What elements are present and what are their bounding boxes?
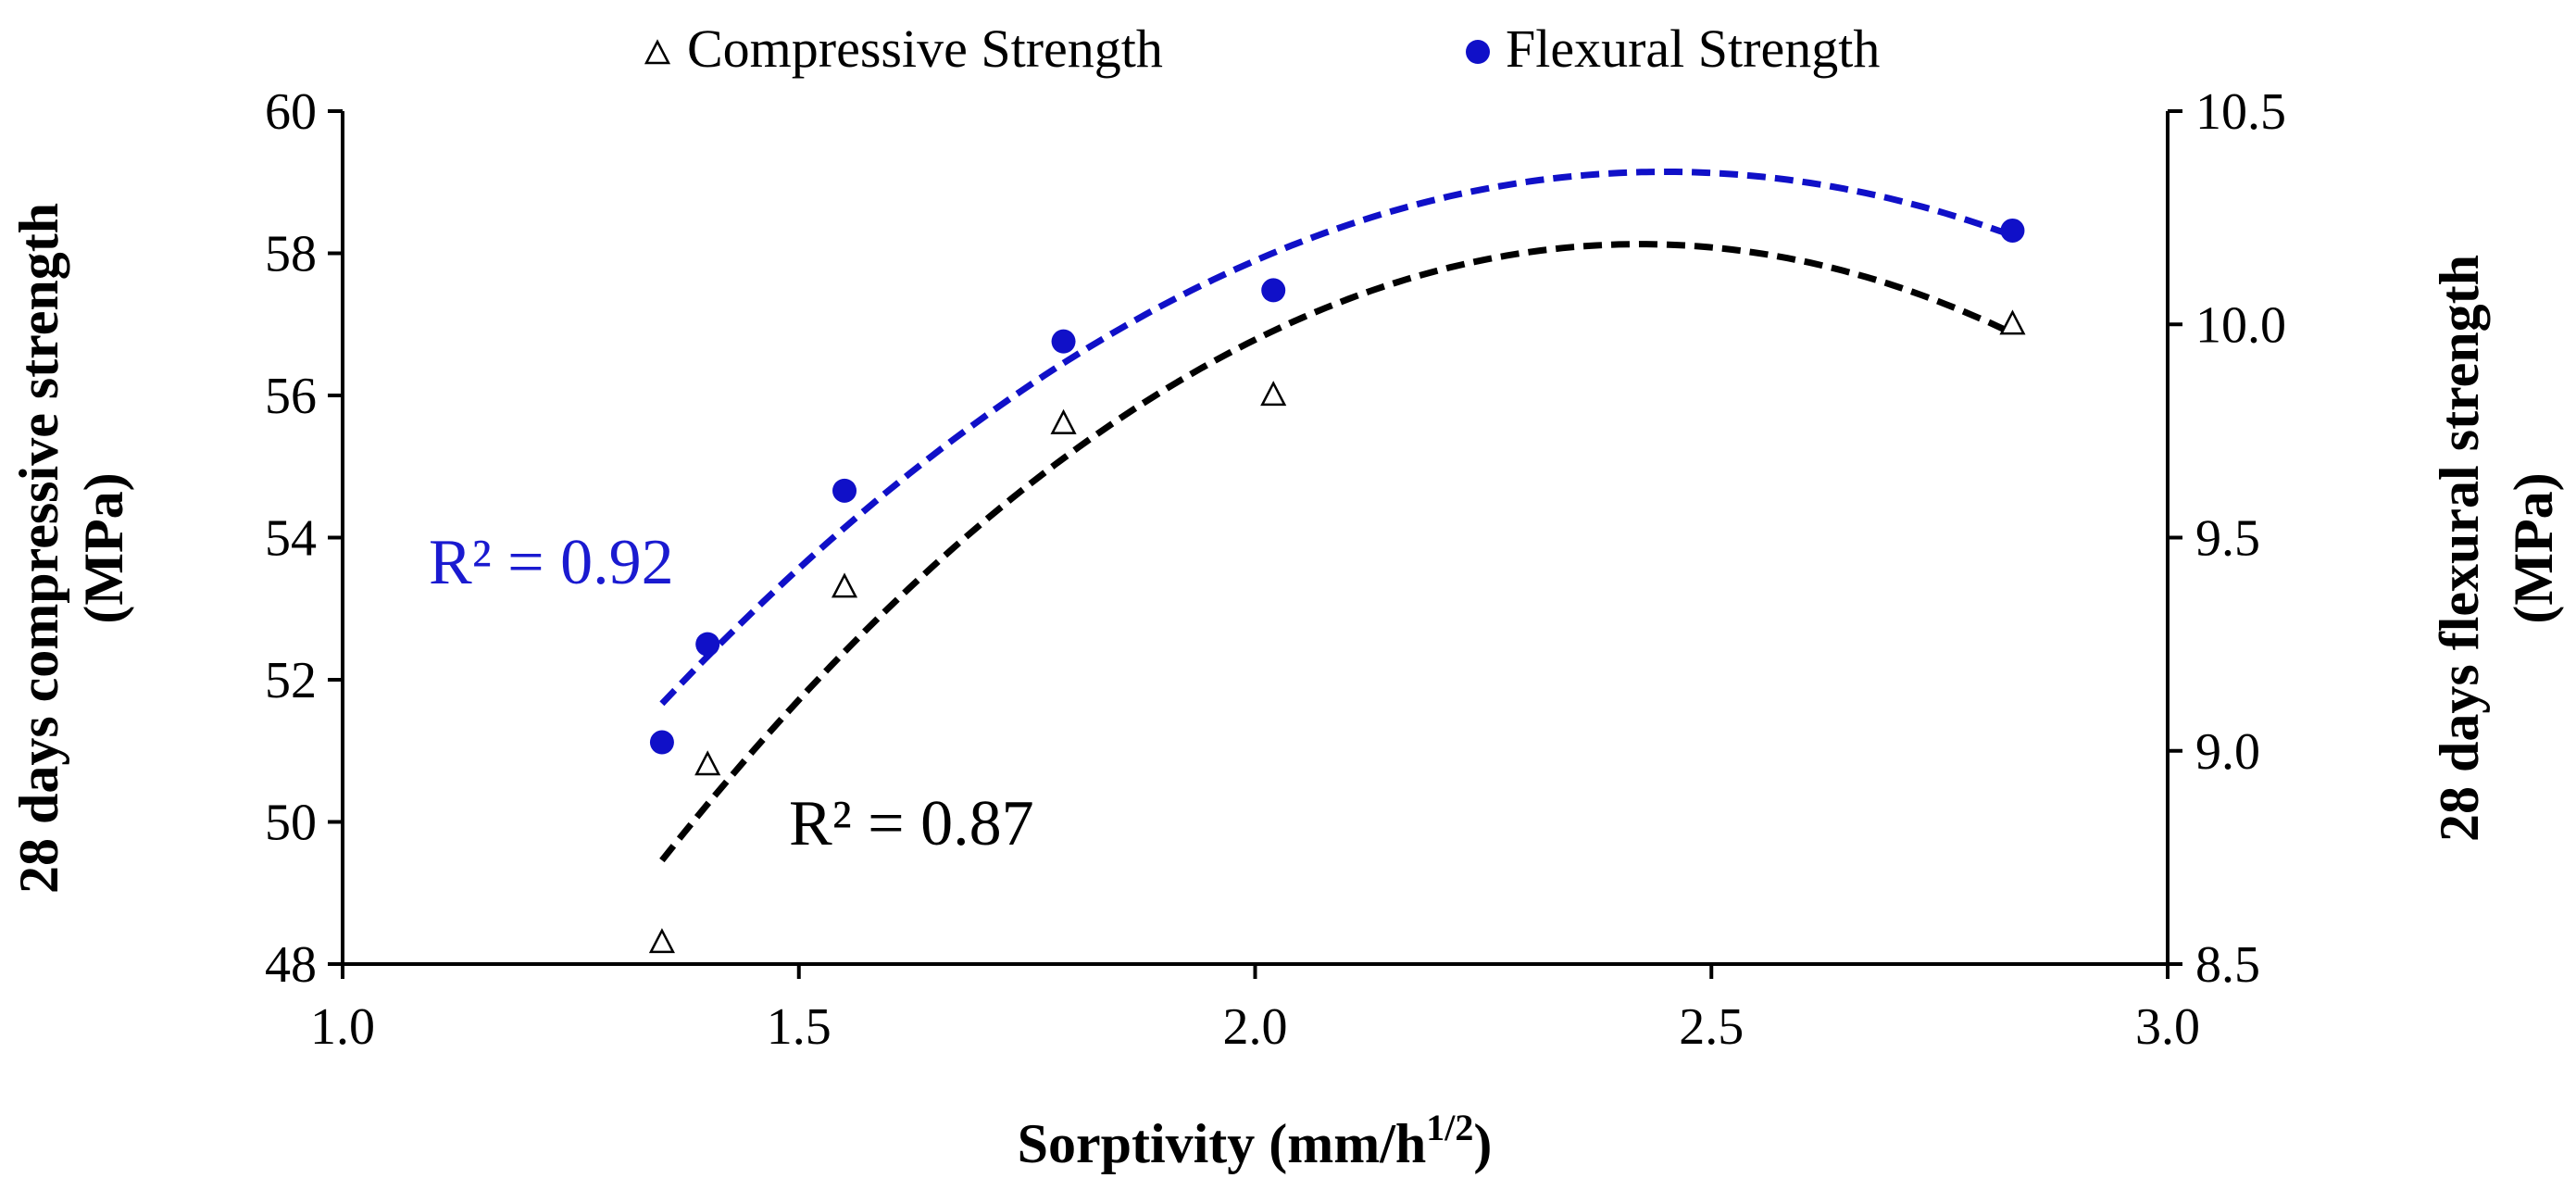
compressive-point bbox=[1260, 381, 1287, 407]
x-axis-title: Sorptivity (mm/h1/2) bbox=[1018, 1107, 1493, 1174]
y-left-tick-label: 60 bbox=[265, 83, 317, 141]
y-left-tick-label: 54 bbox=[265, 510, 317, 568]
y-right-tick-label: 8.5 bbox=[2195, 936, 2260, 994]
y-right-axis-title: 28 days flexural strength (MPa) bbox=[2429, 255, 2564, 842]
flexural-point bbox=[649, 730, 674, 755]
legend: Compressive Strength Flexural Strength bbox=[644, 19, 1880, 79]
y-left-tick-label: 58 bbox=[265, 226, 317, 283]
flexural-point bbox=[832, 478, 857, 503]
flexural-point bbox=[695, 632, 720, 657]
y-left-axis-title: 28 days compressive strength (MPa) bbox=[8, 203, 134, 894]
y-right-tick-label: 9.5 bbox=[2195, 510, 2260, 568]
legend-triangle-marker bbox=[644, 39, 671, 65]
flexural-point bbox=[2000, 218, 2025, 243]
y-right-title-line1: 28 days flexural strength bbox=[2429, 255, 2490, 842]
y-left-ticks: 48 50 52 54 56 58 60 bbox=[265, 83, 343, 994]
x-axis-title-main: Sorptivity (mm/h bbox=[1018, 1113, 1427, 1174]
legend-label-compressive: Compressive Strength bbox=[687, 19, 1163, 79]
compressive-point bbox=[1050, 408, 1077, 434]
trendline-flexural bbox=[659, 169, 2014, 707]
x-axis-title-end: ) bbox=[1473, 1113, 1492, 1174]
y-right-tick-label: 10.0 bbox=[2195, 296, 2286, 354]
x-axis-title-sup: 1/2 bbox=[1426, 1107, 1473, 1148]
y-left-tick-label: 48 bbox=[265, 936, 317, 994]
y-left-tick-label: 56 bbox=[265, 368, 317, 425]
x-tick-label: 1.0 bbox=[310, 998, 375, 1056]
legend-circle-marker bbox=[1466, 40, 1490, 64]
y-right-tick-label: 10.5 bbox=[2195, 83, 2286, 141]
x-ticks: 1.0 1.5 2.0 2.5 3.0 bbox=[310, 964, 2200, 1056]
r2-label-compressive: R² = 0.87 bbox=[789, 788, 1034, 859]
compressive-point bbox=[831, 572, 858, 598]
y-left-title-line1: 28 days compressive strength bbox=[8, 203, 69, 894]
compressive-point bbox=[648, 928, 675, 954]
y-right-tick-label: 9.0 bbox=[2195, 723, 2260, 781]
y-left-tick-label: 52 bbox=[265, 652, 317, 709]
x-tick-label: 3.0 bbox=[2135, 998, 2200, 1056]
y-right-ticks: 8.5 9.0 9.5 10.0 10.5 bbox=[2168, 83, 2286, 994]
x-tick-label: 2.0 bbox=[1223, 998, 1288, 1056]
r2-label-flexural: R² = 0.92 bbox=[429, 527, 674, 598]
flexural-point bbox=[1261, 278, 1286, 303]
x-tick-label: 1.5 bbox=[767, 998, 832, 1056]
compressive-point bbox=[694, 750, 721, 776]
data-markers bbox=[648, 218, 2026, 954]
compressive-point bbox=[1999, 309, 2026, 335]
x-tick-label: 2.5 bbox=[1679, 998, 1744, 1056]
trendlines bbox=[659, 169, 2014, 863]
y-left-tick-label: 50 bbox=[265, 795, 317, 852]
y-left-title-line2: (MPa) bbox=[73, 472, 134, 623]
trendline-compressive bbox=[659, 241, 2014, 863]
y-right-title-line2: (MPa) bbox=[2503, 472, 2564, 623]
legend-label-flexural: Flexural Strength bbox=[1506, 19, 1880, 79]
flexural-point bbox=[1051, 329, 1076, 354]
